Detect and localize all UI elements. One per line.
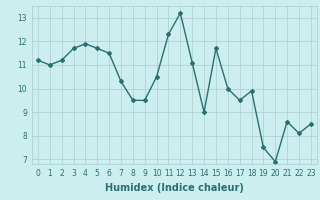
X-axis label: Humidex (Indice chaleur): Humidex (Indice chaleur) (105, 183, 244, 193)
